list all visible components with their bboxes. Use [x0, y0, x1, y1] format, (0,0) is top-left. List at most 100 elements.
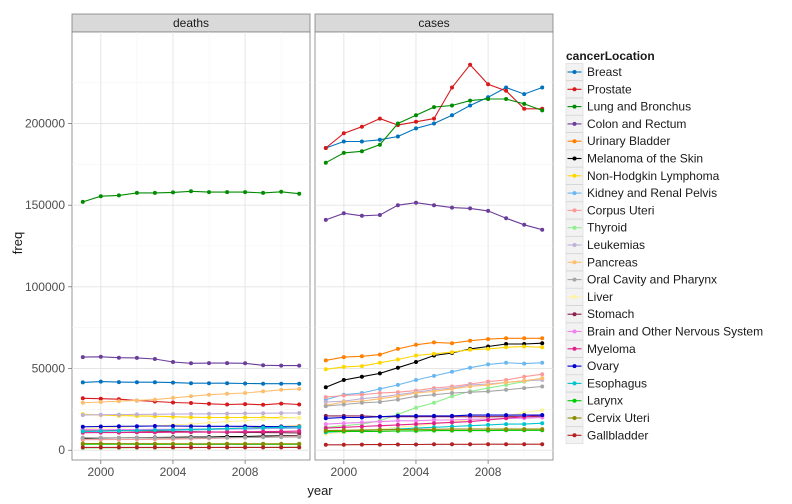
legend-point: [572, 191, 577, 196]
data-point: [522, 344, 527, 349]
data-point: [341, 415, 346, 420]
legend-point: [572, 364, 577, 369]
data-point: [341, 364, 346, 369]
data-point: [98, 400, 103, 404]
legend-label: Cervix Uteri: [587, 411, 650, 425]
data-point: [395, 418, 400, 423]
data-point: [504, 88, 509, 93]
data-point: [243, 415, 248, 420]
data-point: [450, 113, 454, 118]
legend-item-gallbladder: Gallbladder: [565, 426, 648, 445]
data-point: [468, 413, 473, 418]
data-point: [377, 352, 382, 357]
data-point: [450, 103, 454, 108]
data-point: [279, 387, 284, 392]
data-point: [134, 380, 139, 385]
data-point: [504, 387, 509, 392]
data-point: [207, 441, 211, 446]
data-point: [323, 217, 328, 222]
data-point: [323, 367, 328, 372]
data-point: [450, 394, 454, 399]
data-point: [243, 381, 248, 386]
data-point: [432, 340, 436, 345]
data-point: [540, 108, 545, 113]
data-point: [432, 121, 436, 126]
data-point: [504, 85, 509, 90]
legend-label: Leukemias: [587, 238, 645, 252]
data-point: [468, 103, 473, 108]
data-point: [243, 190, 248, 195]
data-point: [189, 415, 193, 420]
data-point: [80, 429, 85, 434]
data-point: [116, 355, 121, 360]
data-point: [261, 389, 266, 394]
data-point: [522, 386, 527, 391]
data-point: [432, 418, 436, 422]
legend-point: [572, 70, 577, 74]
data-point: [504, 97, 509, 101]
legend-label: Corpus Uteri: [587, 203, 654, 217]
data-point: [522, 101, 527, 106]
data-point: [540, 345, 545, 350]
x-tick-label: 2004: [403, 465, 430, 479]
panel-deaths: deaths 2000 2004 2008 0 50000 100000 150000 2000…: [25, 13, 311, 479]
data-point: [243, 429, 248, 434]
data-point: [98, 435, 103, 440]
data-point: [80, 355, 85, 360]
data-point: [116, 424, 121, 429]
data-point: [80, 435, 85, 440]
data-point: [468, 98, 473, 103]
data-point: [432, 203, 436, 208]
data-point: [243, 426, 248, 431]
data-point: [261, 363, 266, 368]
data-point: [341, 402, 346, 407]
data-point: [395, 203, 400, 208]
data-point: [134, 428, 139, 433]
data-point: [279, 445, 284, 450]
data-point: [359, 442, 364, 447]
data-point: [486, 389, 491, 394]
legend-point: [572, 225, 577, 230]
y-tick-label: 0: [58, 443, 65, 457]
series-urinary-bladder: [323, 336, 545, 363]
data-point: [116, 428, 121, 433]
data-point: [432, 105, 436, 110]
data-point: [152, 397, 157, 402]
data-point: [377, 371, 382, 376]
data-point: [116, 193, 121, 198]
data-point: [323, 416, 328, 421]
legend-item-leukemias: Leukemias: [565, 236, 645, 254]
legend-item-larynx: Larynx: [565, 391, 623, 410]
data-point: [171, 360, 175, 364]
data-point: [207, 411, 211, 416]
data-point: [207, 420, 211, 425]
data-point: [432, 392, 436, 397]
data-point: [395, 394, 400, 399]
data-point: [450, 205, 454, 210]
data-point: [522, 336, 527, 341]
data-point: [98, 429, 103, 434]
series-gallbladder: [80, 445, 302, 450]
data-point: [341, 150, 346, 155]
data-point: [225, 391, 230, 396]
data-point: [98, 445, 103, 450]
data-point: [359, 139, 364, 144]
legend-point: [572, 208, 577, 213]
data-point: [297, 424, 302, 429]
data-point: [225, 190, 230, 195]
data-point: [504, 442, 509, 447]
data-point: [171, 395, 175, 400]
data-point: [540, 384, 545, 389]
data-point: [504, 360, 509, 365]
legend-item-breast: Breast: [565, 63, 622, 81]
data-point: [152, 441, 157, 446]
legend-item-oral-cavity-and-pharynx: Oral Cavity and Pharynx: [565, 270, 717, 289]
data-point: [377, 213, 382, 217]
data-point: [279, 411, 284, 416]
legend-point: [572, 329, 577, 334]
data-point: [486, 418, 491, 422]
data-point: [297, 402, 302, 407]
data-point: [377, 137, 382, 142]
data-point: [432, 413, 436, 418]
